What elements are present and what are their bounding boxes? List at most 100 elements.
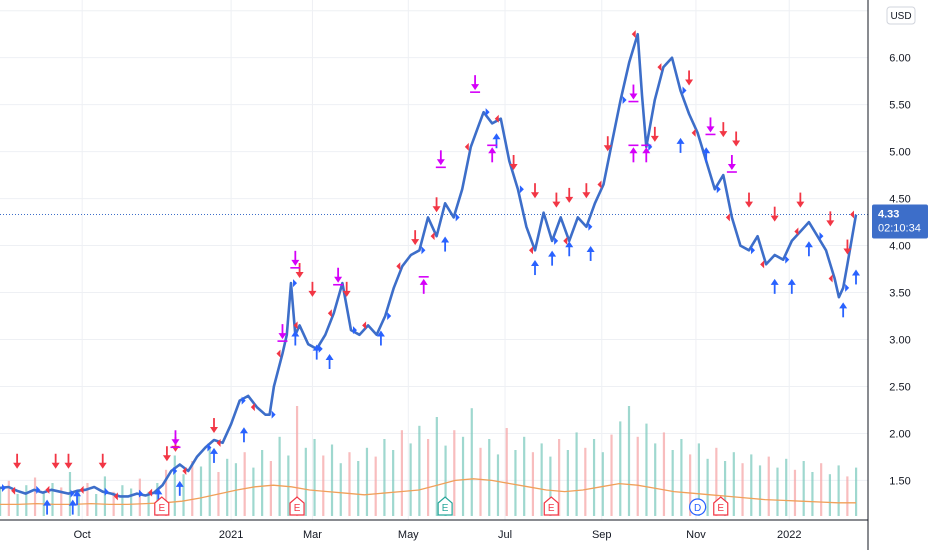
buy-signal-arrow	[73, 490, 82, 506]
sell-signal-arrow-head	[796, 201, 805, 208]
volume-bar	[619, 421, 622, 516]
buy-signal-arrow	[565, 241, 574, 257]
volume-bar	[627, 406, 631, 516]
volume-bar	[470, 408, 473, 516]
buy-signal-arrow	[676, 137, 685, 153]
side-marker	[250, 403, 255, 412]
buy-signal-arrow-head	[376, 330, 385, 337]
badge-shape	[543, 496, 559, 516]
sell-signal-arrow	[719, 122, 728, 138]
sell-signal-arrow-head	[650, 135, 659, 142]
sell-signal-arrow	[552, 192, 561, 208]
exit-signal-arrow	[727, 155, 736, 171]
volume-bar	[77, 489, 80, 516]
buy-signal-arrow	[376, 330, 385, 346]
volume-bar	[566, 450, 569, 516]
x-tick-label: Sep	[592, 529, 612, 541]
volume-bar	[243, 452, 246, 516]
sell-signal-arrow	[685, 70, 694, 86]
sell-signal-arrow	[342, 281, 351, 297]
side-marker	[271, 410, 276, 419]
earnings-badge[interactable]: E	[289, 496, 305, 516]
volume-bar	[662, 432, 666, 516]
volume-bar	[121, 485, 124, 516]
side-marker	[850, 210, 854, 219]
sell-signal-arrow-head	[295, 272, 304, 279]
volume-bar	[357, 461, 360, 516]
earnings-badge[interactable]: E	[437, 496, 453, 516]
volume-bar	[156, 483, 159, 516]
entry-signal-arrow	[642, 147, 651, 163]
earnings-badge[interactable]: E	[154, 496, 170, 516]
volume-bar	[479, 447, 482, 516]
volume-bar	[199, 466, 203, 516]
buy-signal-arrow	[787, 278, 796, 294]
sell-signal-arrow-head	[64, 462, 73, 469]
sell-signal-arrow	[565, 187, 574, 203]
side-marker	[352, 326, 357, 335]
y-tick-label: 3.50	[889, 288, 910, 300]
volume-bar	[269, 461, 272, 516]
volume-bar	[261, 450, 264, 516]
volume-bar	[558, 439, 561, 516]
x-tick-label: Jul	[498, 529, 512, 541]
grid	[0, 0, 868, 520]
y-tick-label: 2.50	[889, 381, 910, 393]
buy-signal-arrow-head	[839, 302, 848, 309]
badge-shape	[689, 498, 707, 516]
sell-signal-arrow	[13, 453, 22, 469]
buy-signal-arrow-head	[73, 490, 82, 497]
earnings-badge[interactable]: E	[713, 496, 729, 516]
buy-signal-arrow	[548, 250, 557, 266]
last-price-value: 4.33	[878, 209, 899, 221]
volume-bar	[540, 443, 543, 516]
dividend-badge[interactable]: D	[689, 498, 707, 516]
buy-signal-arrow-head	[676, 137, 685, 144]
earnings-badge[interactable]: E	[543, 496, 559, 516]
volume-bar	[418, 425, 421, 516]
buy-signal-arrow-head	[852, 269, 860, 276]
y-tick-label: 5.50	[889, 100, 910, 112]
buy-signal-arrow	[804, 241, 813, 257]
x-tick-label: 2021	[219, 529, 243, 541]
side-marker	[682, 86, 687, 95]
badge-label: D	[694, 503, 701, 514]
buy-signal-arrow	[68, 499, 77, 515]
buy-signal-arrow-head	[175, 480, 184, 487]
volume-bar	[654, 443, 657, 516]
volume-bar	[531, 452, 535, 516]
volume-bar	[7, 480, 10, 516]
volume-bar	[252, 467, 255, 516]
side-marker	[387, 312, 392, 321]
side-marker	[70, 489, 75, 498]
volume-bar	[313, 439, 316, 516]
sell-signal-arrow-head	[308, 290, 317, 297]
side-marker	[845, 283, 850, 292]
entry-signal-arrow	[419, 278, 428, 294]
sell-signal-arrow	[732, 131, 741, 147]
side-marker	[529, 246, 533, 255]
volume-bar	[488, 439, 491, 516]
volume-bar	[820, 463, 823, 516]
exit-signal-arrow-head	[727, 164, 736, 171]
volume-bar	[86, 483, 89, 516]
badge-label: E	[158, 503, 165, 514]
sell-signal-arrow-head	[51, 462, 60, 469]
y-tick-label: 5.00	[889, 147, 910, 159]
sell-signal-arrow	[796, 192, 805, 208]
side-marker	[494, 114, 499, 123]
sell-signal-arrow-head	[411, 239, 420, 246]
volume-bar	[758, 465, 762, 516]
sell-signal-arrow	[308, 281, 317, 297]
sell-signal-arrow-head	[745, 201, 753, 208]
sell-signal-arrow	[64, 453, 73, 469]
exit-signal-arrow-head	[436, 159, 445, 166]
badge-shape	[713, 496, 729, 516]
volume-bar	[383, 439, 386, 516]
volume-bar	[601, 452, 604, 516]
volume-bar	[828, 474, 831, 516]
volume-bar	[750, 454, 753, 516]
